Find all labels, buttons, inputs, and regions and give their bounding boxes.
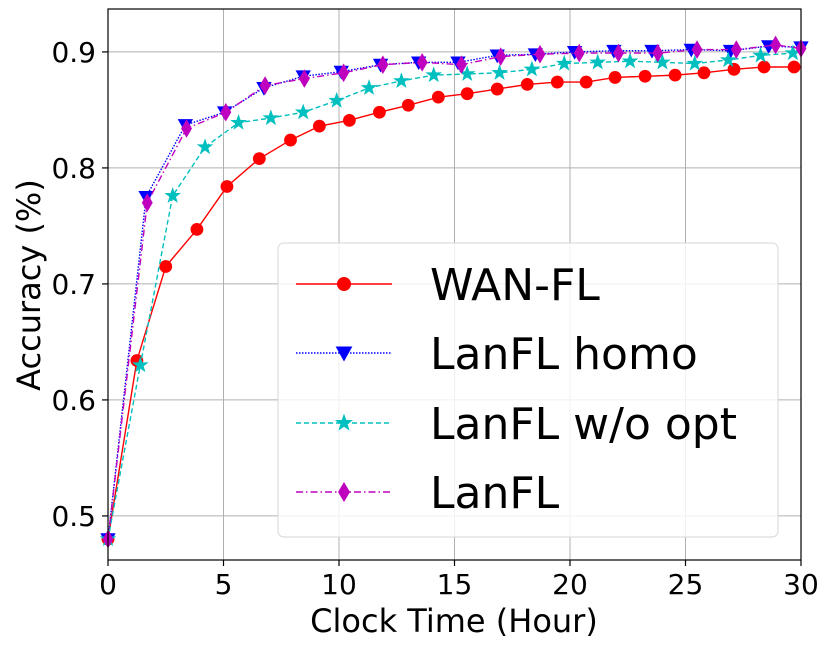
data-point-wan-fl xyxy=(220,180,234,193)
legend-label-lanfl: LanFL xyxy=(430,468,560,519)
data-point-wan-fl xyxy=(757,60,771,74)
data-point-lanfl xyxy=(613,43,624,63)
x-tick-label: 25 xyxy=(668,568,704,601)
series-line-lanfl-w-o-opt xyxy=(107,52,793,540)
data-point-wan-fl xyxy=(460,87,474,101)
y-tick-label: 0.7 xyxy=(51,268,96,301)
legend-label-lanfl-homo: LanFL homo xyxy=(430,329,698,380)
data-point-lanfl xyxy=(770,35,782,55)
data-point-lanfl-w-o-opt xyxy=(196,138,214,155)
x-tick-label: 10 xyxy=(321,568,357,601)
data-point-lanfl-w-o-opt xyxy=(132,356,149,373)
legend: WAN-FL LanFL homo LanFL w/o opt LanFL xyxy=(277,242,779,538)
data-point-wan-fl xyxy=(312,119,326,133)
data-point-lanfl xyxy=(141,193,153,213)
data-point-wan-fl xyxy=(638,69,652,83)
y-tick-label: 0.5 xyxy=(51,500,96,533)
x-axis-label: Clock Time (Hour) xyxy=(310,602,598,640)
series-lanfl-w-o-opt xyxy=(99,44,802,547)
data-point-lanfl-w-o-opt xyxy=(262,109,280,126)
legend-label-lanfl-w-o-opt: LanFL w/o opt xyxy=(430,399,737,450)
data-point-wan-fl xyxy=(579,75,593,89)
data-point-lanfl xyxy=(455,55,467,74)
x-tick-label: 0 xyxy=(99,568,117,601)
data-point-lanfl xyxy=(573,43,585,63)
data-point-lanfl-w-o-opt xyxy=(719,51,737,68)
data-point-lanfl xyxy=(652,43,664,63)
data-point-wan-fl xyxy=(608,71,622,84)
data-point-lanfl xyxy=(259,76,271,95)
data-point-wan-fl xyxy=(727,62,741,76)
x-tick-label: 5 xyxy=(215,568,233,601)
data-point-lanfl xyxy=(338,63,350,83)
data-point-wan-fl xyxy=(490,82,504,96)
data-point-lanfl-w-o-opt xyxy=(294,103,312,120)
data-point-wan-fl xyxy=(520,78,534,91)
data-point-wan-fl xyxy=(787,60,801,74)
data-point-lanfl-w-o-opt xyxy=(491,64,508,80)
data-point-wan-fl xyxy=(668,68,682,82)
data-point-lanfl-w-o-opt xyxy=(425,66,442,83)
legend-marker-lanfl-homo xyxy=(335,346,353,362)
data-point-lanfl-w-o-opt xyxy=(230,113,247,130)
legend-marker-lanfl-w-o-opt xyxy=(334,413,354,431)
data-point-lanfl-w-o-opt xyxy=(555,54,573,71)
data-point-lanfl-w-o-opt xyxy=(686,54,704,71)
data-point-wan-fl xyxy=(697,66,711,80)
data-point-wan-fl xyxy=(342,113,356,127)
data-point-lanfl xyxy=(181,119,193,138)
data-point-lanfl-w-o-opt xyxy=(360,79,378,95)
data-point-wan-fl xyxy=(401,98,415,112)
data-point-lanfl-w-o-opt xyxy=(523,60,541,77)
y-axis-label: Accuracy (%) xyxy=(10,179,48,391)
x-tick-label: 15 xyxy=(437,568,473,601)
legend-marker-lanfl xyxy=(338,481,350,503)
data-point-lanfl xyxy=(730,40,742,59)
x-tick-label: 30 xyxy=(783,568,819,601)
series-layer xyxy=(99,35,809,549)
data-point-lanfl xyxy=(416,53,428,72)
y-tick-label: 0.8 xyxy=(51,152,96,185)
data-point-lanfl-w-o-opt xyxy=(621,52,639,69)
legend-marker-wan-fl xyxy=(336,276,351,291)
data-point-lanfl xyxy=(495,47,507,66)
data-point-lanfl xyxy=(534,44,546,64)
y-tick-label: 0.6 xyxy=(51,384,96,417)
data-point-wan-fl xyxy=(373,105,386,119)
data-point-lanfl-w-o-opt xyxy=(393,72,410,88)
y-tick-label: 0.9 xyxy=(51,36,96,69)
data-point-lanfl-w-o-opt xyxy=(589,53,607,70)
data-point-lanfl xyxy=(220,102,232,122)
data-point-wan-fl xyxy=(190,222,204,236)
data-point-wan-fl xyxy=(431,90,445,104)
series-lanfl xyxy=(102,35,807,549)
data-point-lanfl xyxy=(377,55,389,74)
data-point-lanfl-w-o-opt xyxy=(328,91,345,108)
data-point-wan-fl xyxy=(550,75,564,89)
data-point-lanfl xyxy=(298,69,310,88)
x-tick-label: 20 xyxy=(552,568,588,601)
legend-label-wan-fl: WAN-FL xyxy=(430,260,600,311)
ticks: 0 5 10 15 20 25 30 0.5 0.6 0.7 0.8 0.9 xyxy=(51,36,818,601)
data-point-lanfl-w-o-opt xyxy=(752,46,769,63)
data-point-wan-fl xyxy=(284,133,297,147)
legend-box xyxy=(277,242,779,538)
data-point-lanfl xyxy=(691,40,703,59)
data-point-wan-fl xyxy=(159,260,173,273)
data-point-lanfl-w-o-opt xyxy=(164,187,181,203)
data-point-wan-fl xyxy=(252,152,266,166)
